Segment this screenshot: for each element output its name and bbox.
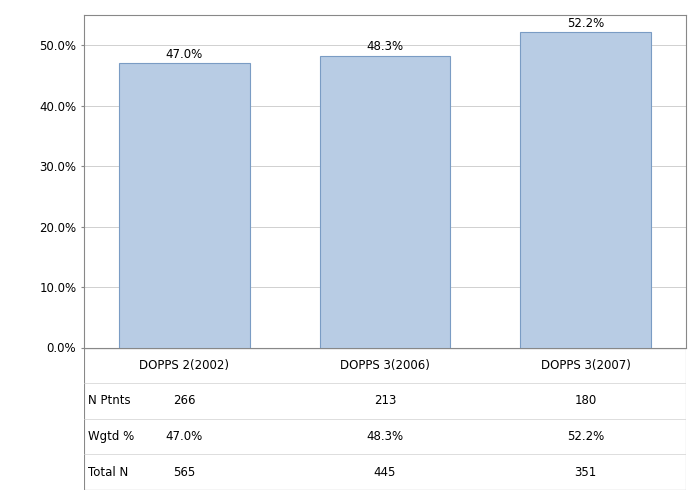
Bar	[119, 64, 249, 348]
Text: 213: 213	[374, 394, 396, 407]
Text: 351: 351	[575, 466, 597, 478]
Text: Wgtd %: Wgtd %	[88, 430, 134, 443]
Text: DOPPS 2(2002): DOPPS 2(2002)	[139, 359, 230, 372]
Text: 47.0%: 47.0%	[166, 430, 203, 443]
Text: 48.3%: 48.3%	[366, 430, 404, 443]
Text: Total N: Total N	[88, 466, 128, 478]
Text: 266: 266	[173, 394, 195, 407]
Bar	[521, 32, 651, 348]
Text: N Ptnts: N Ptnts	[88, 394, 131, 407]
Text: 445: 445	[374, 466, 396, 478]
Text: 52.2%: 52.2%	[567, 430, 604, 443]
Text: 52.2%: 52.2%	[567, 16, 604, 30]
Bar	[320, 56, 450, 348]
Text: 48.3%: 48.3%	[366, 40, 404, 53]
Text: DOPPS 3(2007): DOPPS 3(2007)	[540, 359, 631, 372]
Text: 47.0%: 47.0%	[166, 48, 203, 61]
Text: 180: 180	[575, 394, 597, 407]
Text: DOPPS 3(2006): DOPPS 3(2006)	[340, 359, 430, 372]
Text: 565: 565	[173, 466, 195, 478]
